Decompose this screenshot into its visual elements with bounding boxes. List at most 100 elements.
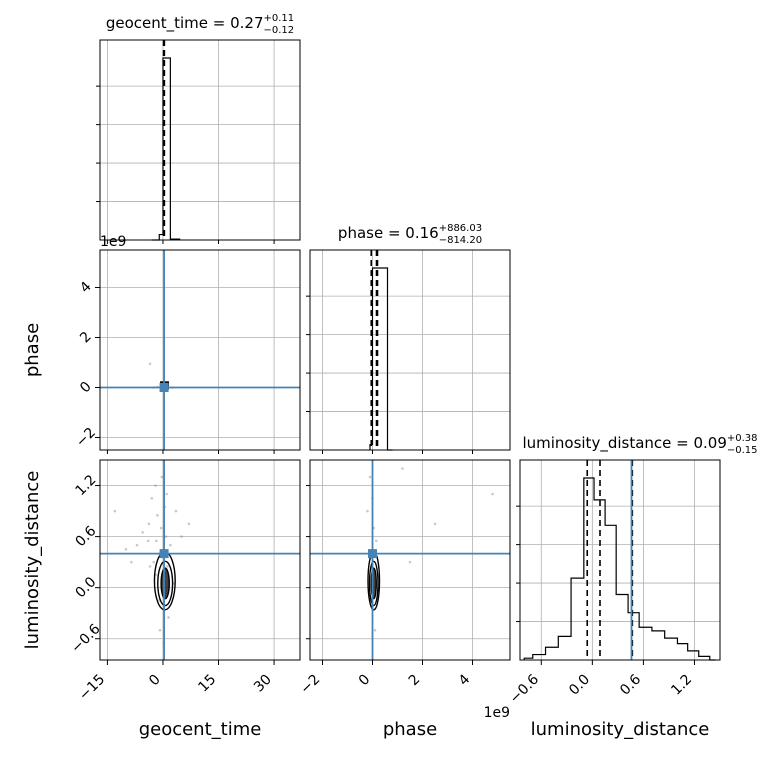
sample-point <box>113 509 117 513</box>
sample-point <box>164 535 168 538</box>
y-tick-label: 0.0 <box>72 574 99 601</box>
sample-point <box>408 560 412 564</box>
luminosity_distance_hist-step <box>523 477 716 661</box>
y-tick-label: 4 <box>77 279 95 297</box>
panel-title: geocent_time = 0.27+0.11 <box>106 13 294 33</box>
density-core <box>161 568 170 599</box>
title-main: luminosity_distance = 0.09 <box>522 434 726 453</box>
sample-point <box>124 548 128 551</box>
sample-point <box>148 565 152 568</box>
x-tick-label: 0 <box>146 672 164 690</box>
x-tick-label: 15 <box>195 672 219 696</box>
title-superscript: +0.38 <box>727 433 758 444</box>
geocent_time_hist-frame <box>99 39 301 241</box>
x-tick-label: 2 <box>406 672 424 690</box>
luminosity_distance_hist-bar <box>628 613 639 660</box>
title-superscript: +0.11 <box>264 13 295 24</box>
sample-point <box>156 514 159 517</box>
luminosity_distance_vs_phase-frame <box>309 459 511 661</box>
sample-point <box>159 526 163 530</box>
luminosity_distance_hist-bar <box>677 644 687 660</box>
truth-marker <box>159 383 169 392</box>
sample-point <box>135 543 139 547</box>
truth-marker <box>159 549 169 559</box>
y-tick-label: 0.6 <box>72 523 99 550</box>
title-subscript: −814.20 <box>439 235 482 246</box>
sample-point <box>150 496 154 500</box>
luminosity_distance_hist-bar <box>605 525 616 660</box>
luminosity_distance_hist-bar <box>571 578 584 660</box>
sample-point <box>174 509 178 513</box>
density-contour <box>160 567 170 600</box>
phase_hist-bar <box>373 268 388 450</box>
sample-point <box>169 543 172 547</box>
luminosity_distance_hist-bar <box>533 655 546 660</box>
sample-point <box>373 628 377 632</box>
sample-point <box>166 565 169 568</box>
title-superscript: +886.03 <box>439 223 482 234</box>
x-tick-label: −2 <box>297 672 323 698</box>
panel-title: luminosity_distance = 0.09+0.38 <box>522 433 757 453</box>
x-axis-label: phase <box>383 719 437 740</box>
x-tick-label: 0 <box>356 672 374 690</box>
x-tick-label: −0.6 <box>507 671 542 706</box>
sample-point <box>180 535 183 538</box>
truth-marker <box>368 549 377 559</box>
x-tick-label: 4 <box>456 671 474 689</box>
density-contour <box>370 567 377 600</box>
y-tick-label: 0 <box>77 379 95 397</box>
y-tick-label: −2 <box>73 425 99 451</box>
sample-point <box>187 522 191 526</box>
sample-point <box>167 616 170 619</box>
sample-point <box>158 628 162 632</box>
title-main: phase = 0.16 <box>338 224 439 242</box>
sample-point <box>366 509 369 513</box>
sample-point <box>160 475 164 479</box>
density-contour <box>368 560 379 607</box>
sample-point <box>433 522 437 526</box>
sample-point <box>401 467 404 470</box>
sample-point <box>146 539 150 543</box>
x-tick-label: 1.2 <box>668 672 695 699</box>
sample-point <box>374 539 378 543</box>
x-axis-label: luminosity_distance <box>531 719 710 740</box>
sample-point <box>130 560 133 564</box>
y-axis-label: luminosity_distance <box>22 471 43 650</box>
luminosity_distance_hist-bar <box>546 647 559 660</box>
density-contour <box>157 560 174 607</box>
sample-point <box>141 531 144 534</box>
y-offset-label: 1e9 <box>100 234 126 250</box>
sample-point <box>165 492 168 496</box>
phase_hist-frame <box>309 249 511 451</box>
sample-point <box>154 484 157 487</box>
luminosity_distance_hist-bar <box>584 478 594 660</box>
x-tick-label: 0.0 <box>566 672 593 699</box>
luminosity_distance_hist-bar <box>652 631 665 660</box>
luminosity_distance_vs_geocent_time-frame <box>99 459 301 661</box>
sample-point <box>152 560 156 564</box>
x-axis-label: geocent_time <box>139 719 262 740</box>
sample-point <box>154 539 158 543</box>
title-main: geocent_time = 0.27 <box>106 14 264 33</box>
sample-point <box>368 475 372 479</box>
luminosity_distance_hist-frame <box>519 459 721 661</box>
x-tick-label: 30 <box>251 672 275 696</box>
y-axis-label: phase <box>22 323 43 377</box>
y-tick-label: 2 <box>77 329 95 347</box>
sample-point <box>491 492 494 496</box>
phase_vs_geocent_time-frame <box>99 249 301 451</box>
y-tick-label: 1.2 <box>72 472 99 499</box>
sample-point <box>147 522 151 526</box>
x-tick-label: 0.6 <box>617 671 644 698</box>
x-offset-label: 1e9 <box>484 705 510 721</box>
x-tick-label: −15 <box>76 672 108 704</box>
luminosity_distance_hist-bar <box>665 638 678 660</box>
geocent_time_hist-step <box>151 57 181 241</box>
luminosity_distance_hist-bar <box>639 627 652 660</box>
title-subscript: −0.12 <box>264 25 295 36</box>
panel-title: phase = 0.16+886.03 <box>338 223 482 242</box>
sample-point <box>148 362 152 366</box>
luminosity_distance_hist-bar <box>688 651 699 660</box>
title-subscript: −0.15 <box>727 445 758 456</box>
